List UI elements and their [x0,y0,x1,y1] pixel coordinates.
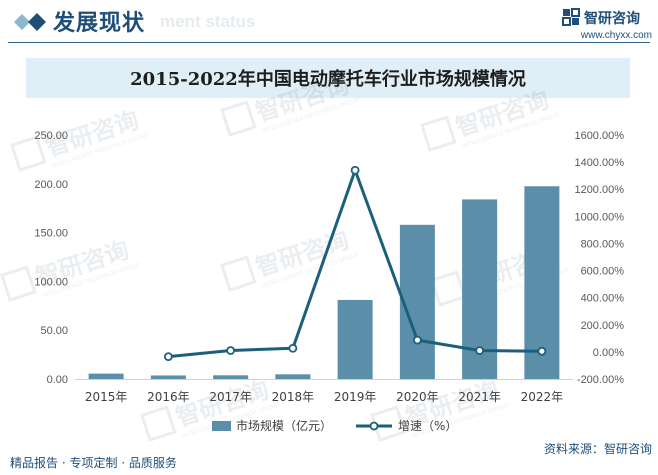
chart-title-band: 2015-2022年中国电动摩托车行业市场规模情况 [26,58,630,98]
y-right-tick-label: 0.00% [593,347,624,359]
y-right-tick-label: 1400.00% [574,157,624,169]
y-left-tick-label: 250.00 [34,130,68,142]
y-right-tick-label: 1600.00% [574,130,624,142]
y-right-tick-label: 400.00% [581,293,625,305]
x-tick-label: 2015年 [85,390,128,404]
x-tick-label: 2017年 [209,390,252,404]
x-tick-label: 2020年 [396,390,439,404]
growth-point [163,352,173,362]
growth-point [475,346,485,355]
bar [150,375,186,379]
y-right-tick-label: 600.00% [581,266,625,278]
bar [213,375,249,379]
page-header: ment status 发展现状 智研咨询 www.chyxx.com [0,0,658,43]
y-left-tick-label: 50.00 [40,325,68,337]
growth-point [350,165,360,175]
footer-source: 资料来源：智研咨询 [543,442,652,456]
legend-line-marker [369,421,379,431]
x-tick-label: 2022年 [521,390,564,404]
y-right-tick-label: 200.00% [581,320,625,332]
bar [88,373,124,379]
growth-point [537,346,547,356]
legend-line-label: 增速（%） [398,419,457,433]
footer-tagline: 精品报告 · 专项定制 · 品质服务 [10,456,177,470]
header-divider [8,42,650,43]
y-left-tick-label: 0.00 [47,374,68,386]
y-right-tick-label: 1000.00% [574,211,624,223]
legend-bar-swatch [212,421,231,431]
y-right-tick-label: 800.00% [581,238,625,250]
brand-logo: 智研咨询 www.chyxx.com [562,8,652,42]
logo-name: 智研咨询 [584,11,640,27]
y-right-tick-label: 1200.00% [574,184,624,196]
legend-bar-label: 市场规模（亿元） [236,418,332,433]
bar [399,224,435,379]
x-tick-label: 2021年 [458,390,501,404]
x-tick-label: 2018年 [272,390,315,404]
chart-title: 2015-2022年中国电动摩托车行业市场规模情况 [130,69,526,90]
x-tick-label: 2016年 [147,390,190,404]
y-left-tick-label: 200.00 [34,179,68,191]
logo-url: www.chyxx.com [580,30,652,41]
logo-mark-icon [562,8,580,26]
header-ghost-subtitle: ment status [160,12,256,31]
growth-point [226,346,236,355]
bar [337,299,373,379]
growth-point [288,343,298,353]
y-right-tick-label: -200.00% [577,374,624,386]
growth-point [412,335,422,345]
diamond-bullet-icon [14,13,46,31]
bar [275,374,311,379]
x-tick-label: 2019年 [334,390,377,404]
y-left-tick-label: 150.00 [34,228,68,240]
page-title: 发展现状 [53,11,146,36]
y-left-tick-label: 100.00 [34,276,68,288]
